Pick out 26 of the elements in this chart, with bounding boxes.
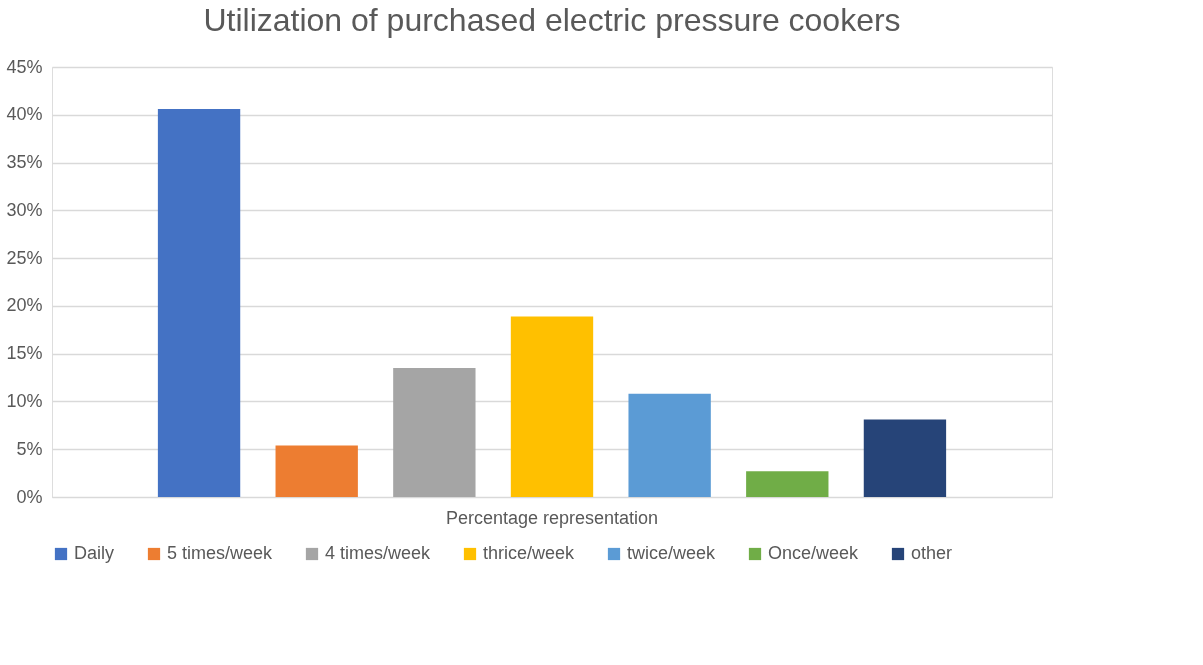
bar: [393, 368, 476, 497]
y-tick-label: 40%: [6, 104, 43, 125]
y-tick-label: 0%: [16, 486, 43, 507]
bar: [746, 471, 829, 497]
bar: [628, 393, 711, 497]
legend-label: 5 times/week: [167, 543, 274, 563]
legend-label: Daily: [74, 543, 115, 563]
y-tick-label: 25%: [6, 247, 43, 268]
bar: [863, 419, 947, 497]
bar: [157, 109, 241, 497]
chart-title: Utilization of purchased electric pressure cookers: [203, 2, 901, 38]
y-tick-label: 20%: [6, 295, 43, 316]
legend-label: 4 times/week: [325, 543, 432, 563]
y-tick-label: 5%: [16, 438, 43, 459]
y-tick-label: 45%: [6, 56, 43, 77]
legend-label: thrice/week: [483, 543, 576, 563]
legend-label: Once/week: [768, 543, 860, 563]
bar: [510, 316, 594, 497]
y-tick-label: 30%: [6, 199, 43, 220]
y-tick-label: 10%: [6, 390, 43, 411]
x-tick-label: Percentage representation: [445, 507, 659, 528]
y-tick-label: 15%: [6, 343, 43, 364]
bar: [275, 445, 358, 497]
y-tick-label: 35%: [6, 152, 43, 173]
legend-label: other: [911, 543, 953, 563]
legend-label: twice/week: [627, 543, 717, 563]
